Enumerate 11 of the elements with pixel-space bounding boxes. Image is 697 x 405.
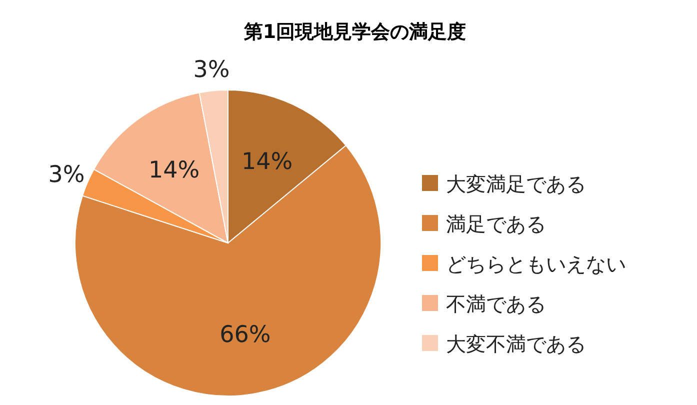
data-label: 3% (48, 162, 85, 188)
data-label: 66% (220, 322, 271, 348)
data-label: 14% (148, 158, 200, 184)
legend-label: どちらともいえない (446, 252, 626, 276)
data-label: 3% (193, 56, 230, 83)
data-label: 14% (242, 148, 293, 175)
chart-title: 第1回現地見学会の満足度 (242, 21, 466, 43)
legend-label: 大変不満である (446, 332, 586, 356)
legend-label: 満足である (446, 212, 546, 236)
legend-label: 不満である (446, 292, 546, 316)
legend-label: 大変満足である (446, 172, 586, 196)
